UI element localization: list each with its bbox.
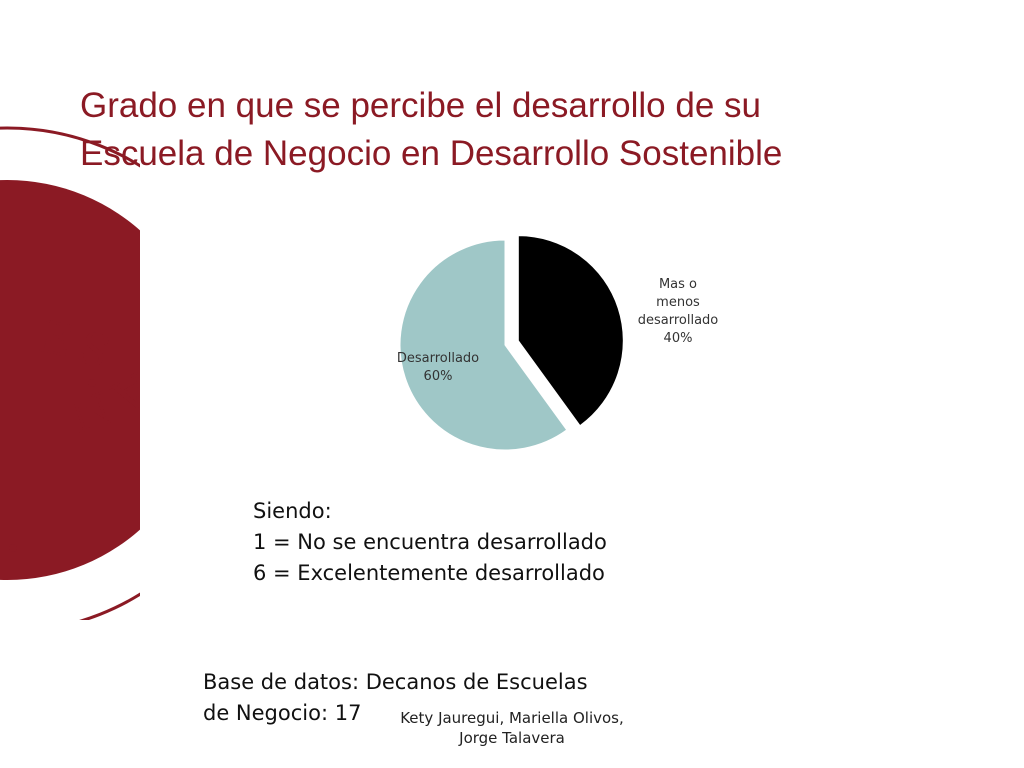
database-note-line-1: Base de datos: Decanos de Escuelas (203, 670, 588, 694)
pie-slice-mas-o-menos-desarrollado (517, 235, 624, 427)
pie-label-mas-o-menos-desarrollado: Mas o menos desarrollado 40% (638, 277, 719, 346)
seal-dot-bottom (9, 544, 17, 552)
esan-seal-logo: ESAN PERÚ (0, 0, 140, 620)
slide-title: Grado en que se percibe el desarrollo de… (80, 82, 980, 178)
seal-inner-disc (0, 180, 140, 580)
authors-line-2: Jorge Talavera (459, 729, 565, 747)
slide-title-line-2: Escuela de Negocio en Desarrollo Sosteni… (80, 134, 783, 173)
database-note: Base de datos: Decanos de Escuelas de Ne… (203, 667, 703, 729)
pie-slice-desarrollado (399, 239, 568, 451)
legend-scale-min: 1 = No se encuentra desarrollado (253, 530, 607, 554)
legend-heading: Siendo: (253, 499, 332, 523)
pie-chart: Mas o menos desarrollado 40% Desarrollado 60% (397, 235, 719, 451)
slide-title-line-1: Grado en que se percibe el desarrollo de… (80, 86, 761, 125)
scale-legend: Siendo: 1 = No se encuentra desarrollado… (253, 496, 607, 589)
authors-line-1: Kety Jauregui, Mariella Olivos, (400, 709, 624, 727)
pie-label-desarrollado: Desarrollado 60% (397, 351, 479, 384)
authors-footer: Kety Jauregui, Mariella Olivos, Jorge Ta… (372, 708, 652, 748)
seal-dot-top (88, 379, 96, 387)
database-note-line-2: de Negocio: 17 (203, 701, 362, 725)
legend-scale-max: 6 = Excelentemente desarrollado (253, 561, 605, 585)
